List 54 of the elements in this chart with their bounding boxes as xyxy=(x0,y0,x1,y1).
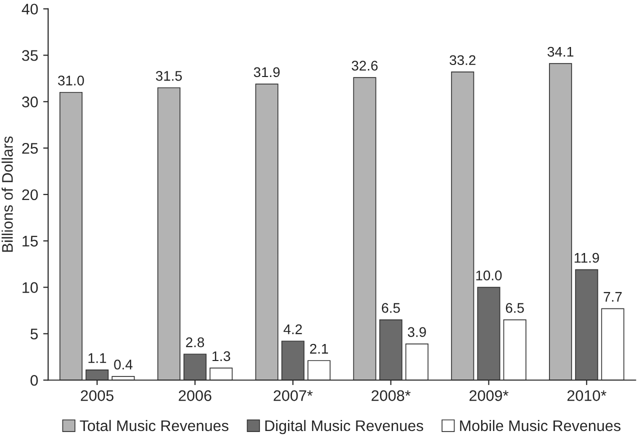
data-label: 34.1 xyxy=(548,46,574,57)
x-tick-label: 2008* xyxy=(372,390,411,402)
x-tick-label: 2005 xyxy=(80,390,114,402)
data-label: 31.0 xyxy=(58,76,84,86)
legend-label: Mobile Music Revenues xyxy=(460,420,620,432)
bar xyxy=(210,368,233,380)
bar xyxy=(601,308,624,380)
data-label: 0.4 xyxy=(114,360,132,370)
legend-label: Digital Music Revenues xyxy=(265,420,424,434)
y-axis-title: Billions of Dollars xyxy=(2,136,13,252)
y-tick-label: 35 xyxy=(22,50,38,61)
bar xyxy=(308,360,331,380)
bar xyxy=(451,72,474,380)
data-label: 6.5 xyxy=(382,303,400,313)
bar xyxy=(86,369,109,380)
bar xyxy=(405,344,428,380)
bar xyxy=(281,340,304,380)
data-label: 2.1 xyxy=(310,344,328,354)
data-label: 31.5 xyxy=(156,70,182,81)
x-tick-label: 2010* xyxy=(567,390,606,402)
y-tick-label: 15 xyxy=(22,236,38,247)
x-tick-label: 2006 xyxy=(178,390,212,402)
data-label: 32.6 xyxy=(352,60,378,71)
y-tick-label: 25 xyxy=(22,142,38,154)
data-label: 6.5 xyxy=(506,303,524,313)
data-label: 11.9 xyxy=(574,252,599,263)
data-label: 3.9 xyxy=(408,327,426,338)
y-tick-label: 5 xyxy=(30,328,38,340)
data-label: 10.0 xyxy=(476,270,502,280)
data-label: 31.9 xyxy=(254,67,280,78)
bar xyxy=(379,319,402,380)
bar xyxy=(157,87,180,380)
x-tick-label: 2007* xyxy=(274,390,313,402)
legend-label: Total Music Revenues xyxy=(80,420,228,432)
data-label: 7.7 xyxy=(604,292,622,302)
data-label: 33.2 xyxy=(450,55,476,66)
y-tick-label: 0 xyxy=(30,374,38,386)
data-label: 4.2 xyxy=(284,324,302,334)
bar xyxy=(549,63,572,380)
data-label: 2.8 xyxy=(186,337,204,348)
bar xyxy=(575,269,598,380)
y-tick-label: 40 xyxy=(22,4,38,15)
bar xyxy=(477,286,500,380)
y-tick-label: 10 xyxy=(22,282,38,293)
y-tick-label: 20 xyxy=(22,189,38,200)
x-tick-label: 2009* xyxy=(470,390,508,402)
data-label: 1.1 xyxy=(88,353,106,363)
bar xyxy=(255,84,278,380)
bar xyxy=(503,319,526,380)
data-label: 1.3 xyxy=(212,351,230,362)
bar xyxy=(353,77,376,380)
bar xyxy=(59,92,83,380)
bar xyxy=(183,354,207,380)
y-tick-label: 30 xyxy=(22,96,38,108)
